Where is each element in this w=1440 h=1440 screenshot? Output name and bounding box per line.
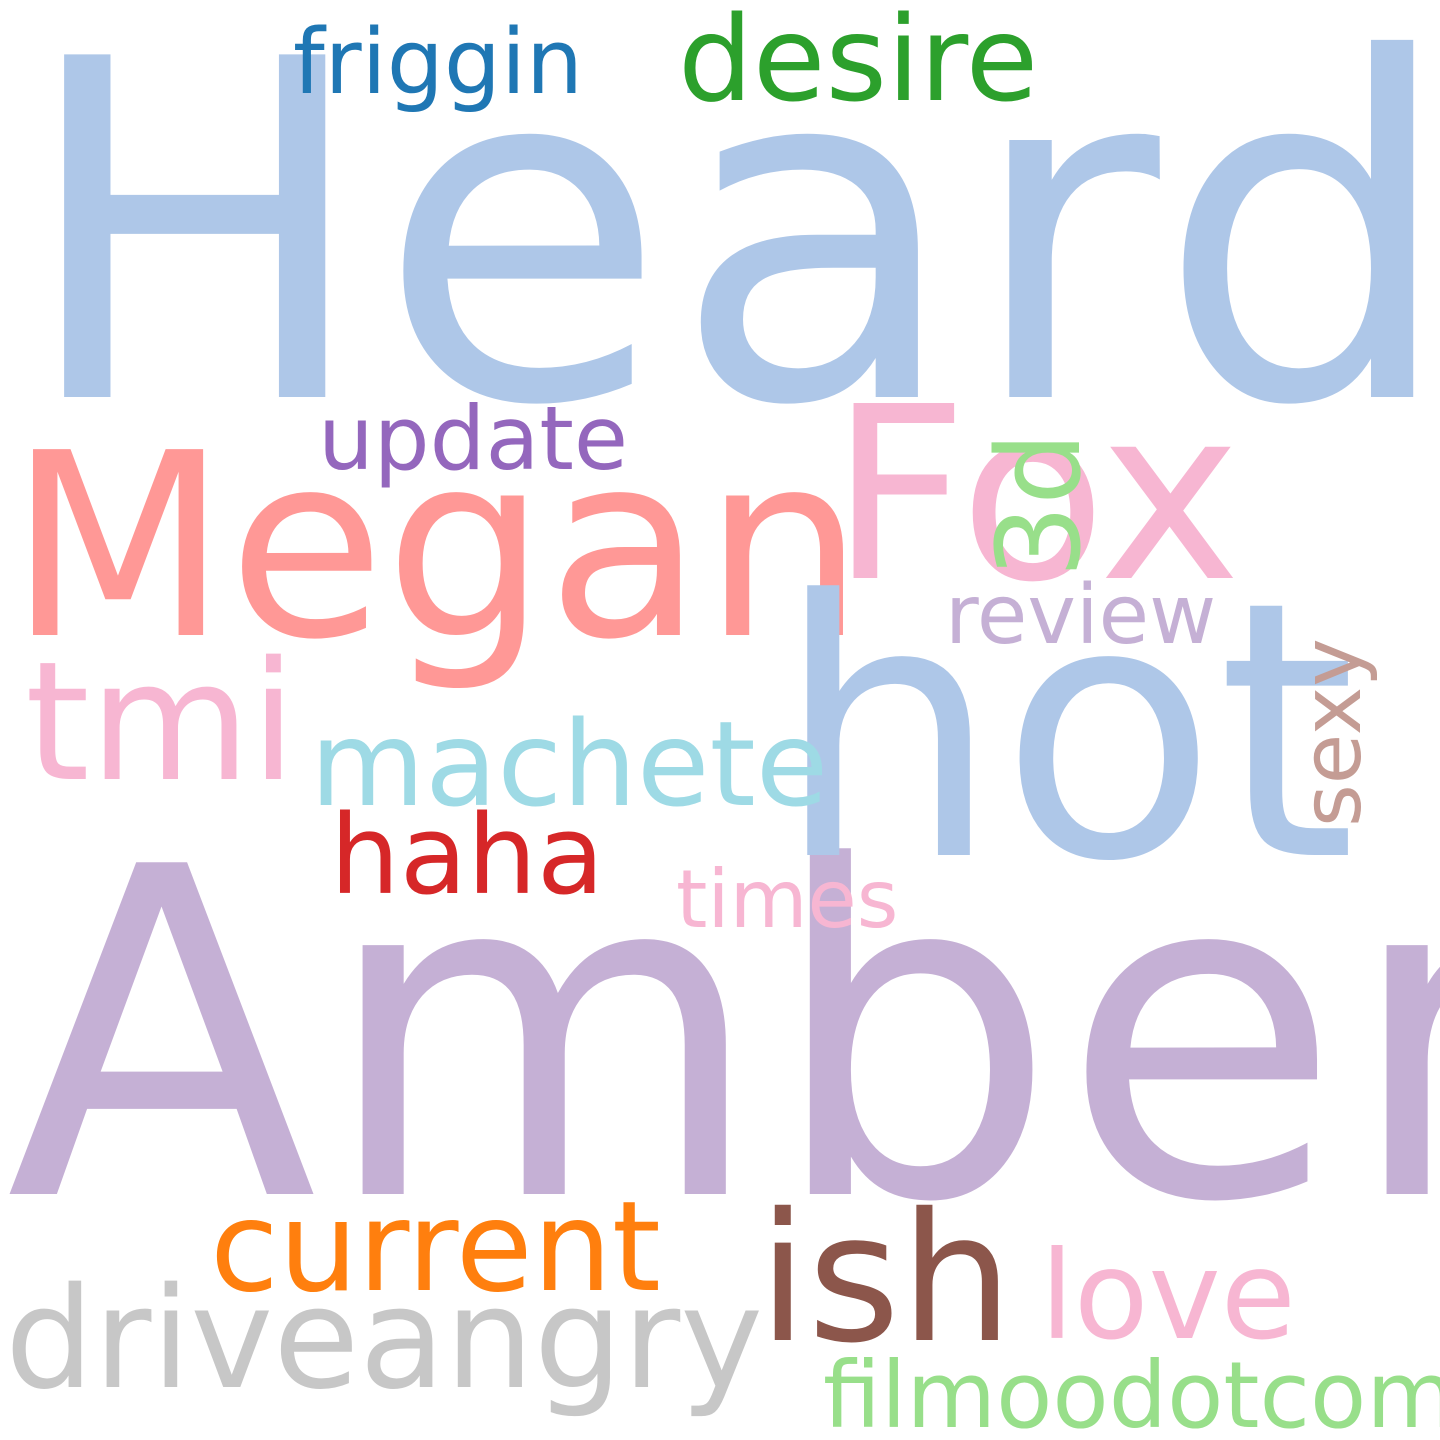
word-heard: Heard bbox=[18, 0, 1440, 508]
word-tmi: tmi bbox=[25, 626, 297, 818]
word-love: love bbox=[1040, 1225, 1296, 1367]
word-machete: machete bbox=[310, 695, 829, 833]
word-driveangry: driveangry bbox=[5, 1258, 764, 1421]
word-review: review bbox=[945, 568, 1217, 663]
word-times: times bbox=[676, 853, 899, 946]
word-3d: 3d bbox=[973, 431, 1107, 578]
word-current: current bbox=[210, 1175, 661, 1320]
word-sexy: sexy bbox=[1285, 638, 1380, 827]
word-ish: ish bbox=[758, 1175, 1014, 1382]
word-fox: Fox bbox=[830, 355, 1241, 635]
word-filmoodotcom: filmoodotcom bbox=[823, 1342, 1440, 1440]
word-megan: Megan bbox=[8, 399, 865, 696]
word-desire: desire bbox=[678, 0, 1039, 128]
word-hot: hot bbox=[775, 525, 1357, 939]
word-amber: Amber bbox=[6, 773, 1440, 1302]
word-haha: haha bbox=[330, 791, 605, 919]
word-friggin: friggin bbox=[293, 10, 583, 115]
word-update: update bbox=[318, 387, 629, 490]
